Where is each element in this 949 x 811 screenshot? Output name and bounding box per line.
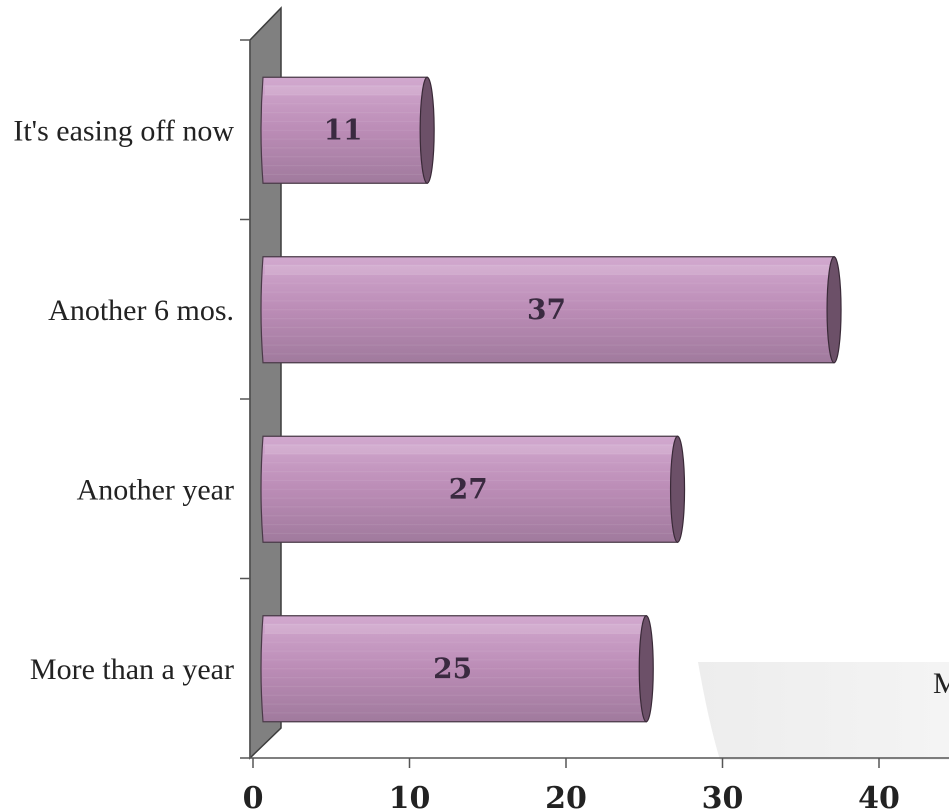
bar-end-cap bbox=[638, 615, 654, 723]
category-label: Another 6 mos. bbox=[48, 294, 234, 327]
bar-body bbox=[260, 435, 679, 543]
data-labels: 11 37 27 25 bbox=[324, 113, 566, 685]
bar-highlight bbox=[265, 85, 424, 96]
bar-end-cap bbox=[669, 435, 686, 543]
bar-body bbox=[260, 615, 647, 723]
bar-body bbox=[260, 256, 835, 364]
x-tick-label: 30 bbox=[702, 781, 744, 811]
bar-highlight bbox=[265, 444, 674, 455]
data-label: 27 bbox=[449, 472, 488, 505]
bar bbox=[260, 615, 654, 723]
x-tick-label: 40 bbox=[858, 781, 900, 811]
bar-body bbox=[260, 76, 428, 184]
data-label: 25 bbox=[433, 652, 472, 685]
bar bbox=[260, 256, 842, 364]
legend-box bbox=[698, 662, 949, 760]
legend: M bbox=[698, 662, 949, 760]
bar bbox=[260, 435, 686, 543]
bar-highlight bbox=[265, 623, 643, 634]
category-labels: It's easing off now Another 6 mos. Another… bbox=[13, 114, 234, 686]
bar-highlight bbox=[265, 264, 831, 275]
bars bbox=[260, 76, 842, 723]
bar bbox=[260, 76, 435, 184]
data-label: 11 bbox=[324, 113, 363, 146]
bar-end-cap bbox=[826, 256, 842, 364]
x-axis-ticks: 0 10 20 30 40 bbox=[243, 758, 900, 811]
category-label: It's easing off now bbox=[13, 114, 234, 147]
x-tick-label: 0 bbox=[243, 781, 264, 811]
y-axis-ticks bbox=[240, 39, 250, 759]
category-label: Another year bbox=[77, 473, 234, 506]
x-tick-label: 20 bbox=[545, 781, 587, 811]
legend-text: M bbox=[933, 667, 949, 700]
data-label: 37 bbox=[527, 293, 566, 326]
x-tick-label: 10 bbox=[389, 781, 431, 811]
category-label: More than a year bbox=[30, 653, 234, 686]
bar-end-cap bbox=[419, 76, 435, 184]
